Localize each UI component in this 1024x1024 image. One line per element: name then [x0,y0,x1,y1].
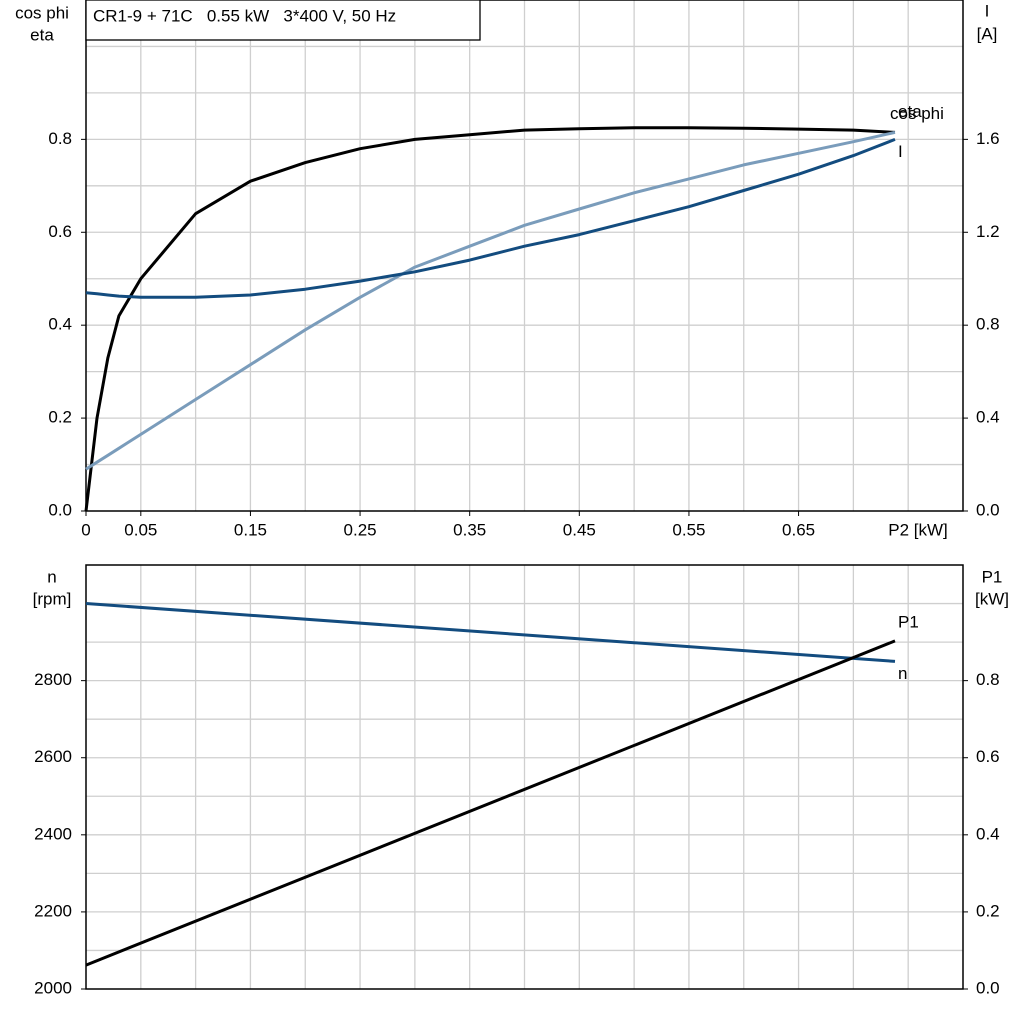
y-tick-label: 2400 [34,824,72,843]
plot-frame [85,564,964,990]
y2-tick-label: 0.4 [976,824,1000,843]
y2-axis-label: I [985,1,990,20]
x-tick-label: 0.35 [453,520,486,539]
series-label: n [898,664,907,683]
y-axis-label: eta [30,25,54,44]
y-tick-label: 2200 [34,901,72,920]
y-tick-label: 0.2 [48,408,72,427]
y2-tick-label: 1.2 [976,222,1000,241]
x-tick-label: 0.65 [782,520,815,539]
y-axis-label: [rpm] [33,589,72,608]
y-tick-label: 2600 [34,747,72,766]
x-tick-label: 0.25 [344,520,377,539]
x-tick-label: 0.55 [672,520,705,539]
chart-title: CR1-9 + 71C 0.55 kW 3*400 V, 50 Hz [93,6,396,25]
y2-axis-label: P1 [982,567,1003,586]
y2-axis-label: [A] [977,24,998,43]
plot-frame [85,0,964,512]
series-line [84,126,896,512]
y-axis-label: cos phi [15,3,69,22]
x-axis-label: P2 [kW] [888,520,948,539]
y2-tick-label: 0.0 [976,978,1000,997]
y2-tick-label: 0.6 [976,747,1000,766]
series-label: P1 [898,612,919,631]
series-line [85,130,896,471]
y-tick-label: 0.4 [48,315,72,334]
series-label: I [898,142,903,161]
y-axis-label: n [47,567,56,586]
y2-tick-label: 0.4 [976,408,1000,427]
y-tick-label: 2000 [34,978,72,997]
y2-axis-label: [kW] [975,589,1009,608]
y2-tick-label: 1.6 [976,129,1000,148]
series-label: cos phi [890,104,944,123]
series-line [85,138,896,299]
y2-tick-label: 0.8 [976,670,1000,689]
y-tick-label: 0.0 [48,500,72,519]
y-tick-label: 2800 [34,670,72,689]
series-line [85,639,896,967]
x-tick-label: 0.15 [234,520,267,539]
series-label: eta [898,102,922,121]
y2-tick-label: 0.8 [976,315,1000,334]
x-tick-label: 0.05 [124,520,157,539]
x-tick-label: 0 [81,520,90,539]
y2-tick-label: 0.2 [976,901,1000,920]
series-line [85,602,896,663]
x-tick-label: 0.45 [563,520,596,539]
y-tick-label: 0.6 [48,222,72,241]
y2-tick-label: 0.0 [976,500,1000,519]
title-box [85,0,481,41]
y-tick-label: 0.8 [48,129,72,148]
